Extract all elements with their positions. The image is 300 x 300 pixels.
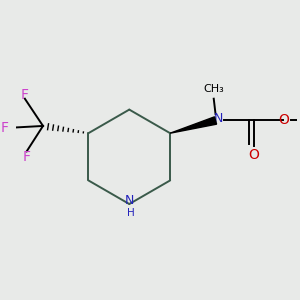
Text: F: F: [1, 121, 9, 135]
Text: N: N: [124, 194, 134, 207]
Text: O: O: [248, 148, 259, 162]
Text: CH₃: CH₃: [203, 84, 224, 94]
Text: N: N: [214, 112, 223, 125]
Polygon shape: [170, 117, 217, 133]
Text: H: H: [127, 208, 135, 218]
Text: O: O: [278, 112, 289, 127]
Text: F: F: [23, 150, 31, 164]
Text: F: F: [21, 88, 29, 102]
